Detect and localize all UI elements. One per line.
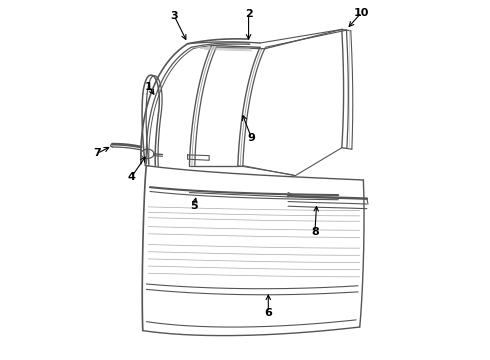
- Text: 8: 8: [311, 227, 319, 237]
- Text: 5: 5: [190, 201, 198, 211]
- Text: 7: 7: [94, 148, 101, 158]
- Text: 9: 9: [247, 133, 255, 143]
- Text: 4: 4: [127, 172, 135, 182]
- Text: 2: 2: [245, 9, 252, 19]
- Text: 3: 3: [171, 11, 178, 21]
- Text: 10: 10: [354, 8, 369, 18]
- Text: 6: 6: [265, 308, 272, 318]
- Text: 1: 1: [145, 82, 153, 92]
